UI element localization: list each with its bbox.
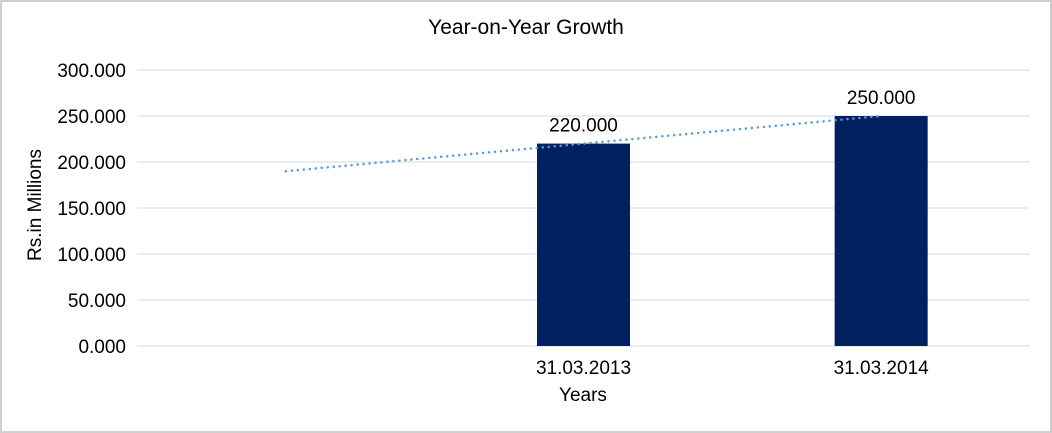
trendline-group	[284, 114, 883, 173]
x-axis-title: Years	[559, 385, 607, 406]
y-tick-label: 200.000	[57, 153, 126, 174]
x-tick-label: 31.03.2013	[536, 358, 631, 379]
x-tick-label: 31.03.2014	[834, 358, 930, 379]
x-axis-tick-labels: 31.03.2013 31.03.2014	[536, 358, 929, 379]
bar-data-label: 250.000	[847, 88, 916, 109]
y-tick-label: 250.000	[57, 107, 126, 128]
y-tick-label: 100.000	[57, 245, 126, 266]
bar	[834, 116, 928, 346]
y-tick-label: 150.000	[57, 199, 126, 220]
y-axis-tick-labels: 0.000 50.000 100.000 150.000 200.000 250.000 3…	[57, 61, 126, 358]
y-tick-label: 50.000	[68, 291, 126, 312]
bar-data-labels: 220.000 250.000	[549, 88, 915, 137]
bar-series	[537, 116, 928, 346]
y-tick-label: 0.000	[78, 337, 126, 358]
y-axis-title: Rs.in Millions	[25, 149, 46, 261]
chart-title: Year-on-Year Growth	[428, 16, 624, 39]
trendline	[284, 114, 883, 173]
bar-data-label: 220.000	[549, 116, 618, 137]
y-tick-label: 300.000	[57, 61, 126, 82]
bar	[537, 143, 630, 346]
